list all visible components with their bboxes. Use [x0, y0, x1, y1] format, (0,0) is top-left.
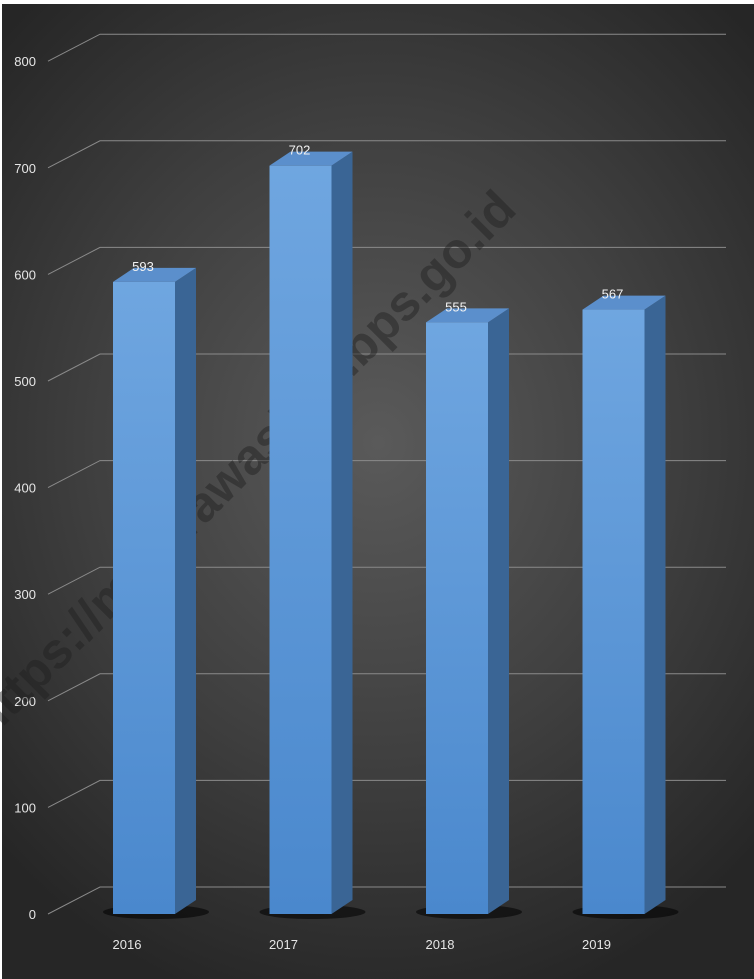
gridline	[47, 779, 726, 808]
gridline	[47, 246, 726, 275]
bars: 593 702 555 567	[103, 143, 679, 919]
bar-front	[426, 322, 488, 914]
x-tick-label: 2017	[269, 937, 298, 952]
bar-front	[582, 309, 645, 914]
data-label: 567	[602, 287, 624, 302]
y-tick-label: 300	[14, 587, 36, 602]
x-tick-label: 2018	[426, 937, 455, 952]
bar-side	[488, 308, 509, 914]
bar-top	[426, 308, 509, 323]
bar-2016: 593	[103, 259, 209, 919]
bar-top	[582, 295, 666, 310]
y-tick-label: 800	[14, 54, 36, 69]
bar-2018: 555	[416, 299, 522, 919]
y-tick-label: 600	[14, 267, 36, 282]
y-tick-label: 400	[14, 481, 36, 496]
y-tick-label: 200	[14, 694, 36, 709]
bar-side	[331, 151, 353, 915]
gridline	[47, 33, 726, 62]
x-tick-label: 2019	[582, 937, 611, 952]
bar-front	[269, 165, 332, 915]
y-tick-label: 100	[14, 800, 36, 815]
data-label: 593	[132, 259, 154, 274]
bar-2019: 567	[572, 287, 679, 919]
y-tick-label: 0	[29, 907, 36, 922]
y-tick-label: 700	[14, 161, 36, 176]
gridlines	[47, 33, 726, 915]
gridline	[47, 886, 726, 915]
gridline	[47, 460, 726, 489]
bar-front	[113, 281, 175, 914]
gridline	[47, 566, 726, 595]
y-tick-label: 500	[14, 374, 36, 389]
data-label: 702	[289, 143, 311, 158]
x-axis: 2016 2017 2018 2019	[113, 937, 611, 952]
gridline	[47, 140, 726, 169]
gridline	[47, 673, 726, 702]
bar-side	[175, 267, 196, 914]
y-axis: 0 100 200 300 400 500 600 700 800	[14, 54, 36, 922]
gridline	[47, 353, 726, 382]
data-label: 555	[445, 299, 467, 314]
x-tick-label: 2016	[113, 937, 142, 952]
bar-2017: 702	[259, 143, 366, 919]
bar-top	[113, 267, 196, 282]
bar-side	[644, 295, 666, 914]
bar-top	[269, 151, 353, 166]
